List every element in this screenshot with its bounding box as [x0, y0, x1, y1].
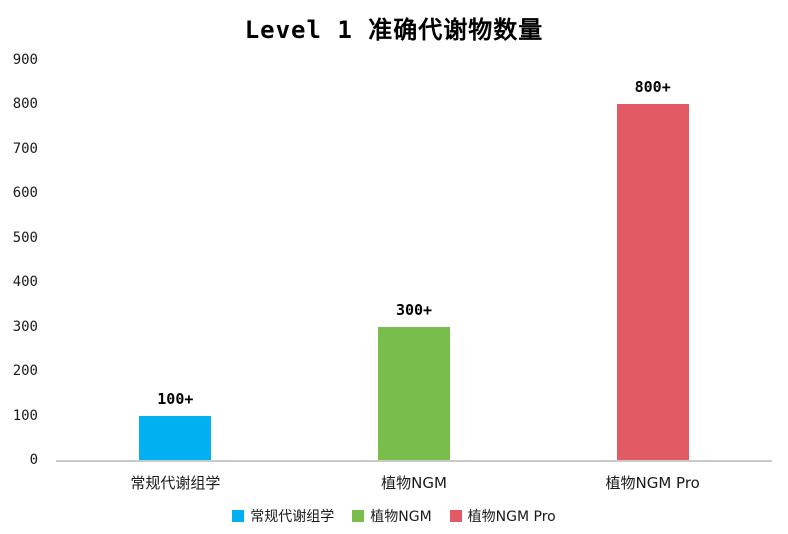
legend-label: 常规代谢组学 [250, 509, 335, 525]
bar-value-label: 300+ [395, 300, 433, 319]
x-category-label: 植物NGM Pro [605, 474, 700, 492]
legend-swatch [449, 510, 462, 522]
legend-item: 植物NGM [352, 506, 432, 526]
legend-swatch [352, 510, 365, 522]
x-category-label: 植物NGM [381, 474, 447, 492]
legend-swatch [232, 510, 245, 522]
bar-value-label: 800+ [634, 78, 671, 97]
chart-title: Level 1 准确代谢物数量 [244, 16, 544, 44]
bar [616, 104, 689, 460]
bar [378, 326, 450, 460]
legend-item: 常规代谢组学 [232, 506, 334, 526]
legend-label: 植物NGM Pro [467, 509, 556, 525]
y-tick-label: 800 [12, 96, 38, 113]
bar-value-label: 100+ [157, 389, 194, 408]
bar-column: 100+ 常规代谢组学 [56, 60, 295, 492]
y-tick-label: 200 [12, 363, 38, 380]
y-tick-label: 700 [12, 140, 38, 157]
y-tick-label: 400 [12, 274, 38, 291]
bar-column: 800+ 植物NGM Pro [533, 60, 772, 492]
legend-item: 植物NGM Pro [449, 506, 556, 526]
x-category-label: 常规代谢组学 [130, 474, 221, 492]
y-tick-label: 600 [12, 185, 38, 202]
y-tick-label: 0 [29, 452, 38, 468]
plot-columns: 100+ 常规代谢组学 300+ 植物NGM 800+ 植物NGM Pro [56, 60, 772, 492]
y-tick-label: 100 [12, 407, 38, 424]
y-tick-label: 300 [12, 318, 38, 335]
legend-label: 植物NGM [370, 509, 432, 525]
legend: 常规代谢组学 植物NGM 植物NGM Pro [0, 506, 788, 526]
y-axis: 0 100 200 300 400 500 600 700 800 900 [0, 52, 46, 468]
bar [139, 415, 212, 460]
plot-area: 100+ 常规代谢组学 300+ 植物NGM 800+ 植物NGM Pro [56, 60, 772, 492]
bar-column: 300+ 植物NGM [295, 60, 534, 492]
y-tick-label: 900 [12, 52, 38, 68]
y-tick-label: 500 [12, 229, 38, 246]
